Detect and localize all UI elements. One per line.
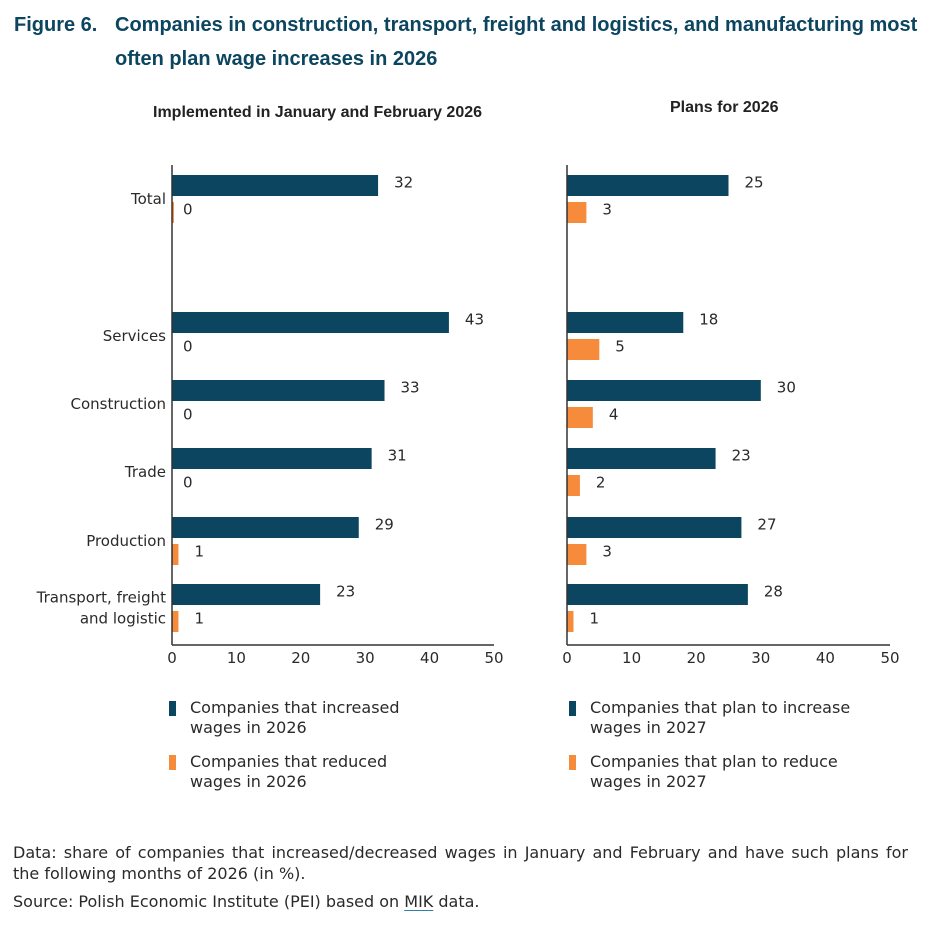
bar-reduce [567,407,593,428]
category-label: Transport, freight [36,589,166,607]
x-tick-label: 0 [562,649,572,667]
bar-increase [172,380,385,401]
data-label: 1 [194,610,204,628]
x-tick-label: 40 [420,649,439,667]
x-tick-label: 40 [816,649,835,667]
bar-increase [567,448,716,469]
data-label: 1 [194,543,204,561]
x-tick-label: 20 [687,649,706,667]
bar-increase [172,175,379,196]
data-label: 0 [183,474,193,492]
x-tick-label: 30 [751,649,770,667]
legend-swatch-reduce [169,755,176,770]
data-label: 2 [596,474,606,492]
data-label: 23 [732,447,751,465]
x-tick-label: 10 [227,649,246,667]
legend-label: Companies that increased wages in 2026 [190,698,400,737]
right-panel-title: Plans for 2026 [670,99,779,116]
bar-reduce [172,202,174,223]
category-label: Production [86,532,166,550]
x-tick-label: 30 [356,649,375,667]
x-tick-label: 20 [291,649,310,667]
bar-reduce [567,475,580,496]
bar-increase [172,584,321,605]
legend-label: Companies that reduced wages in 2026 [190,752,388,791]
data-label: 3 [602,201,612,219]
data-label: 25 [745,174,764,192]
data-label: 0 [183,406,193,424]
data-label: 31 [388,447,407,465]
data-label: 32 [394,174,413,192]
bar-reduce [567,611,574,632]
bar-increase [172,312,449,333]
bar-reduce [567,544,587,565]
source-text: Source: Polish Economic Institute (PEI) … [13,892,405,911]
data-label: 29 [375,516,394,534]
data-label: 5 [615,338,625,356]
data-label: 23 [336,583,355,601]
x-tick-label: 10 [622,649,641,667]
data-label: 3 [602,543,612,561]
bar-charts: Total Services Construction Trade Production… [36,165,900,667]
data-label: 1 [589,610,599,628]
source-note: Source: Polish Economic Institute (PEI) … [13,891,480,912]
figure-number: Figure 6. [14,14,98,36]
bar-increase [172,517,359,538]
data-label: 28 [764,583,783,601]
bar-reduce [172,611,179,632]
bar-increase [567,312,684,333]
figure-title-text: Companies in construction, transport, fr… [115,14,918,70]
data-label: 18 [699,311,718,329]
data-label: 0 [183,338,193,356]
bar-reduce [567,202,587,223]
category-label: Total [130,190,166,208]
legend-swatch-increase [569,701,576,716]
bar-increase [172,448,372,469]
x-tick-label: 50 [484,649,503,667]
data-label: 0 [183,201,193,219]
x-tick-label: 0 [167,649,177,667]
bar-increase [567,175,729,196]
legend-swatch-reduce [569,755,576,770]
bar-increase [567,584,748,605]
bar-reduce [172,544,179,565]
bar-increase [567,517,742,538]
bar-increase [567,380,761,401]
legend-label: Companies that plan to reduce wages in 20… [590,752,838,791]
left-panel-title: Implemented in January and February 2026 [153,104,483,121]
data-label: 27 [757,516,776,534]
data-label: 30 [777,379,796,397]
x-tick-label: 50 [880,649,899,667]
data-label: 4 [609,406,619,424]
category-label: Services [103,327,166,345]
category-label: and logistic [80,610,166,628]
legend-label: Companies that plan to increase wages in … [590,698,851,737]
source-text-end: data. [433,892,480,911]
data-label: 43 [465,311,484,329]
data-label: 33 [401,379,420,397]
category-labels: Total Services Construction Trade Production… [36,190,167,628]
legend-swatch-increase [169,701,176,716]
category-label: Construction [70,395,166,413]
category-label: Trade [124,463,166,481]
data-note: Data: share of companies that increased/… [13,843,908,883]
mik-link[interactable]: MIK [404,892,434,911]
bar-reduce [567,339,600,360]
